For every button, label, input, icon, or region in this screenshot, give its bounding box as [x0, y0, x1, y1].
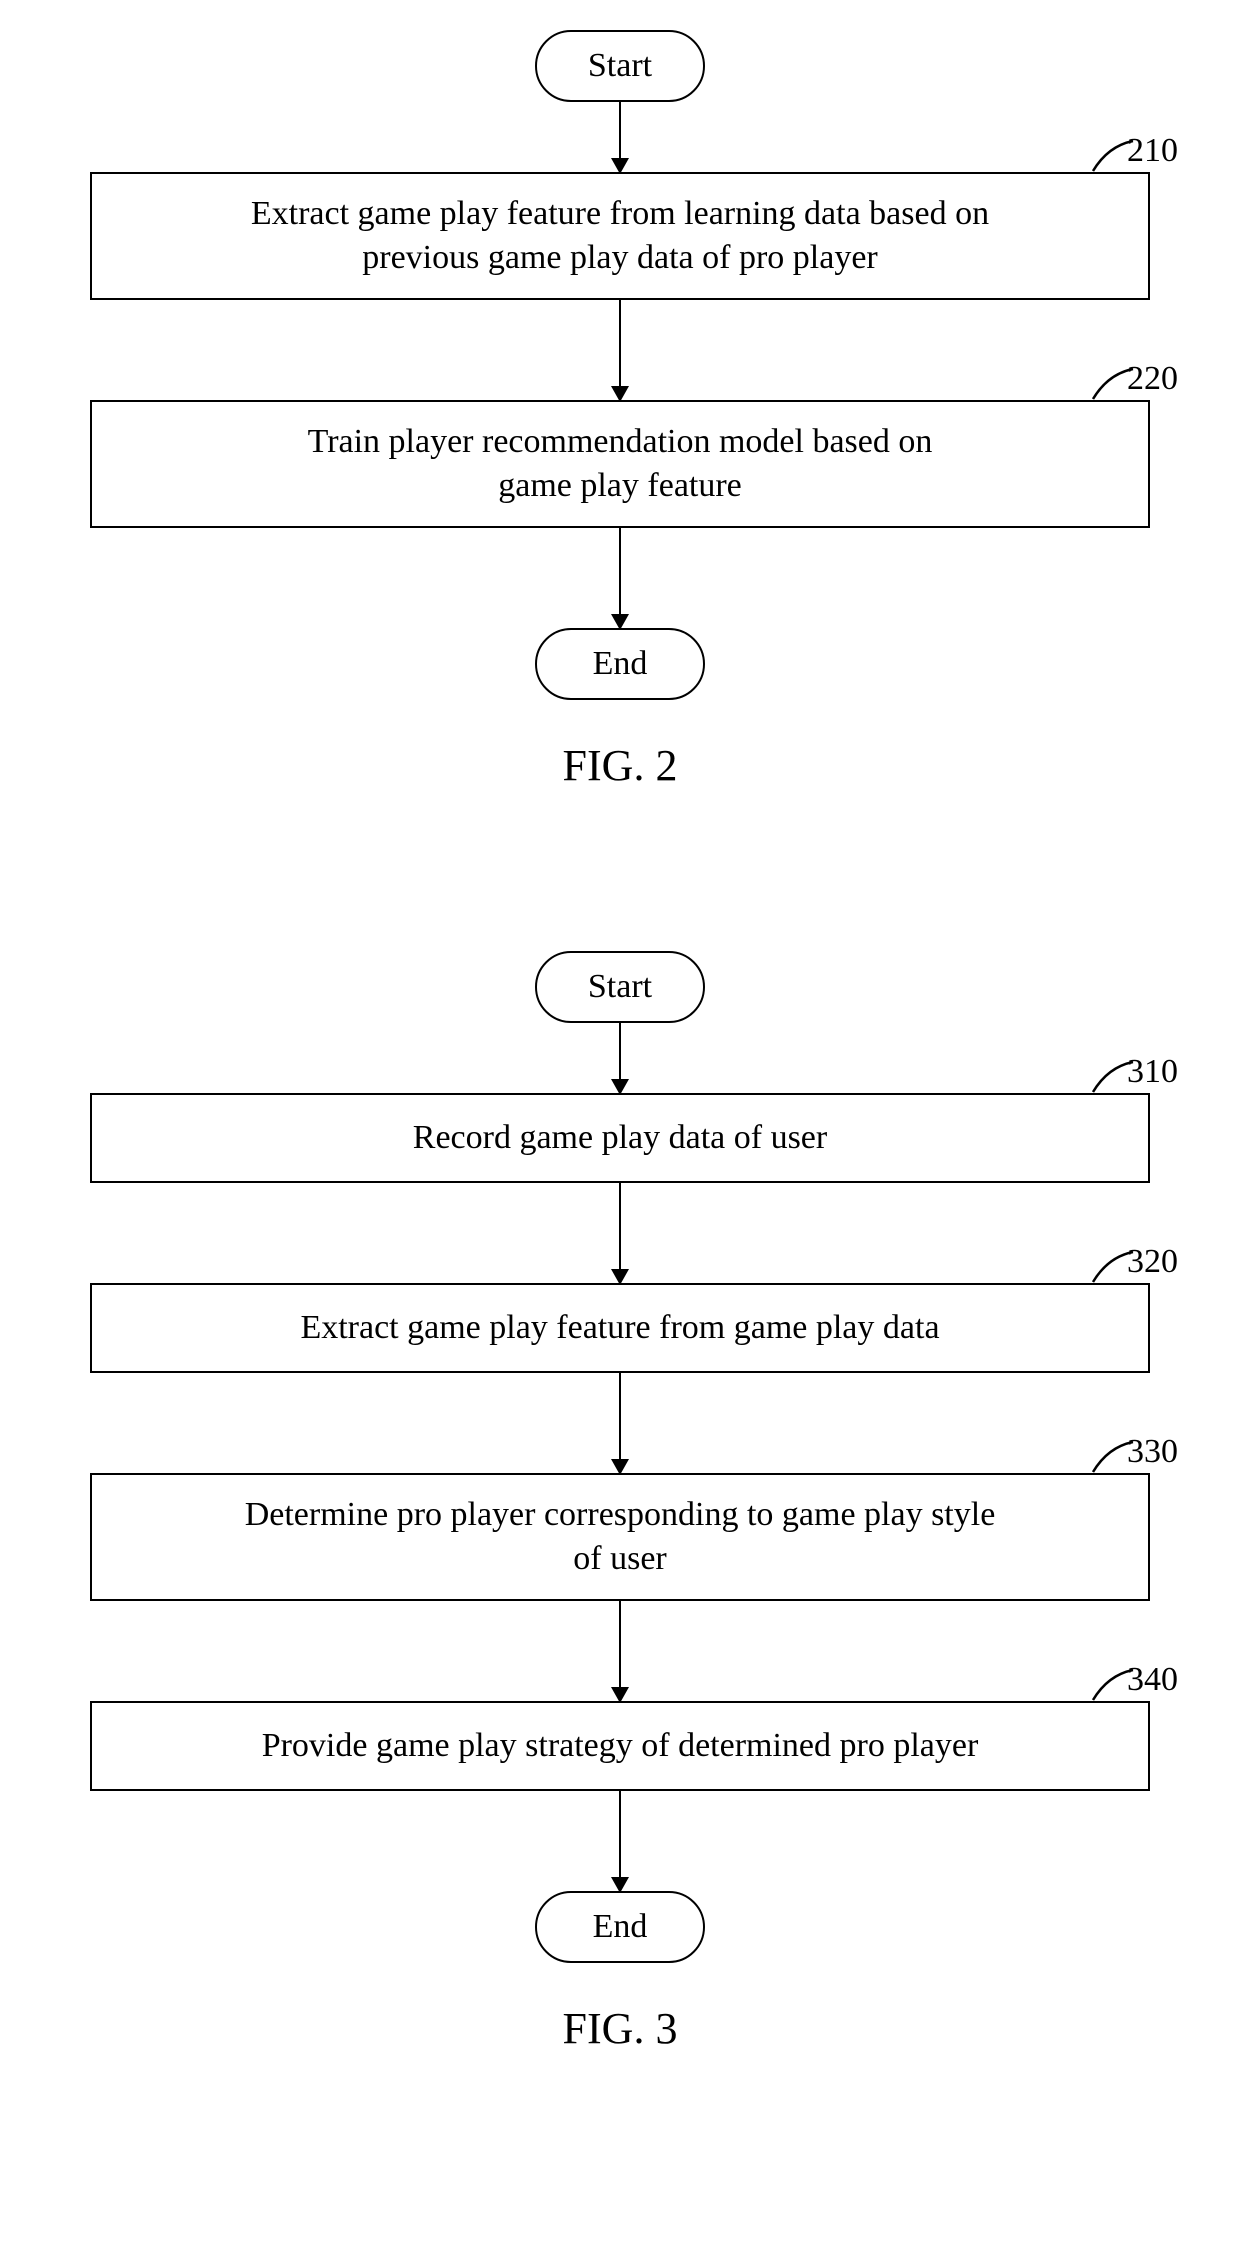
flowchart-fig2: Start Extract game play feature from lea…: [60, 30, 1180, 791]
process-box: Provide game play strategy of determined…: [90, 1701, 1150, 1791]
figure-caption: FIG. 2: [563, 740, 678, 791]
arrow: [619, 102, 622, 172]
ref-number: 330: [1127, 1433, 1178, 1471]
process-box: Train player recommendation model based …: [90, 400, 1150, 528]
process-box: Record game play data of user 310: [90, 1093, 1150, 1183]
arrow-head-icon: [611, 1877, 629, 1893]
start-terminator: Start: [535, 951, 705, 1023]
process-text: Determine pro player corresponding to ga…: [245, 1493, 996, 1581]
arrow-head-icon: [611, 614, 629, 630]
process-text: Train player recommendation model based …: [308, 420, 933, 508]
start-terminator: Start: [535, 30, 705, 102]
arrow: [619, 1023, 622, 1093]
flowchart-fig3: Start Record game play data of user 310 …: [60, 951, 1180, 2054]
start-label: Start: [588, 968, 652, 1006]
ref-number: 320: [1127, 1243, 1178, 1281]
process-text: Provide game play strategy of determined…: [262, 1724, 979, 1768]
figure-caption: FIG. 3: [563, 2003, 678, 2054]
process-text: Extract game play feature from game play…: [300, 1306, 939, 1350]
start-label: Start: [588, 47, 652, 85]
page: Start Extract game play feature from lea…: [0, 0, 1240, 2114]
arrow: [619, 528, 622, 628]
arrow: [619, 300, 622, 400]
arrow: [619, 1183, 622, 1283]
end-label: End: [593, 645, 648, 683]
ref-number: 220: [1127, 360, 1178, 398]
process-text: Extract game play feature from learning …: [251, 192, 989, 280]
process-box: Determine pro player corresponding to ga…: [90, 1473, 1150, 1601]
end-terminator: End: [535, 628, 705, 700]
process-box: Extract game play feature from game play…: [90, 1283, 1150, 1373]
arrow: [619, 1601, 622, 1701]
ref-number: 210: [1127, 132, 1178, 170]
ref-number: 340: [1127, 1661, 1178, 1699]
ref-number: 310: [1127, 1053, 1178, 1091]
end-terminator: End: [535, 1891, 705, 1963]
end-label: End: [593, 1908, 648, 1946]
arrow: [619, 1373, 622, 1473]
process-text: Record game play data of user: [413, 1116, 827, 1160]
arrow: [619, 1791, 622, 1891]
figure-gap: [60, 791, 1180, 951]
process-box: Extract game play feature from learning …: [90, 172, 1150, 300]
